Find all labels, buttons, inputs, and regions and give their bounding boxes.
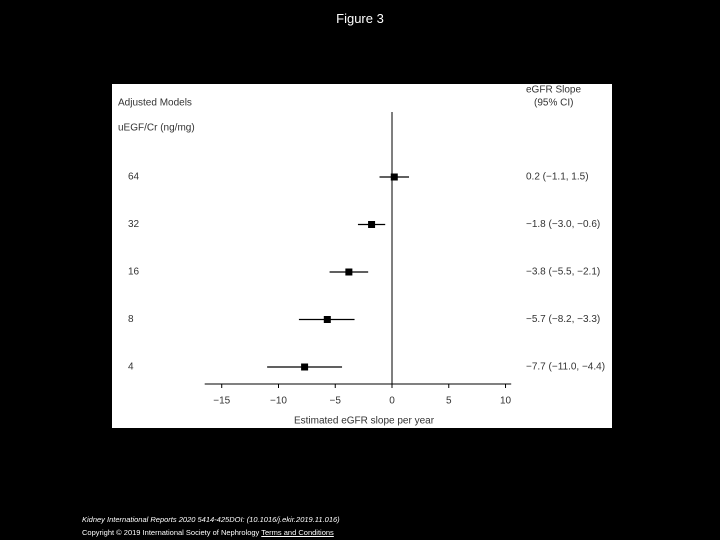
header: Adjusted Models	[118, 98, 192, 109]
x-tick-label: −10	[270, 396, 287, 407]
point-estimate	[390, 173, 398, 181]
category-label: 16	[128, 267, 140, 278]
point-estimate	[323, 316, 331, 323]
copyright-line: Copyright © 2019 International Society o…	[82, 528, 334, 537]
x-tick-label: 0	[389, 396, 395, 407]
x-tick-label: 5	[446, 396, 452, 407]
value-label: −5.7 (−8.2, −3.3)	[526, 314, 600, 325]
copyright: Copyright © 2019 International Society o…	[82, 528, 260, 537]
point-estimate	[345, 268, 353, 276]
value-label: −1.8 (−3.0, −0.6)	[526, 219, 600, 230]
category-label: 4	[128, 362, 134, 373]
value-label: −3.8 (−5.5, −2.1)	[526, 267, 600, 278]
value-header: (95% CI)	[534, 98, 573, 109]
group-label: uEGF/Cr (ng/mg)	[118, 123, 195, 134]
category-label: 32	[128, 219, 140, 230]
x-tick-label: −5	[330, 396, 342, 407]
value-header: eGFR Slope	[526, 85, 581, 96]
terms-link[interactable]: Terms and Conditions	[261, 528, 334, 537]
category-label: 8	[128, 314, 134, 325]
value-label: −7.7 (−11.0, −4.4)	[526, 362, 605, 373]
point-estimate	[368, 221, 376, 228]
x-tick-label: 10	[500, 396, 512, 407]
category-label: 64	[128, 172, 140, 183]
x-tick-label: −15	[213, 396, 230, 407]
x-axis-label: Estimated eGFR slope per year	[294, 416, 435, 427]
chart-panel	[112, 84, 612, 428]
value-label: 0.2 (−1.1, 1.5)	[526, 172, 589, 183]
citation: Kidney International Reports 2020 5414-4…	[82, 515, 340, 524]
point-estimate	[301, 363, 309, 371]
page-title: Figure 3	[336, 11, 384, 26]
